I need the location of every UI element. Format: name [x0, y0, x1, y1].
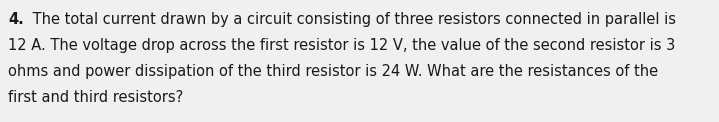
Text: The total current drawn by a circuit consisting of three resistors connected in : The total current drawn by a circuit con… — [28, 12, 677, 27]
Text: ohms and power dissipation of the third resistor is 24 W. What are the resistanc: ohms and power dissipation of the third … — [8, 64, 658, 79]
Text: 12 A. The voltage drop across the first resistor is 12 V, the value of the secon: 12 A. The voltage drop across the first … — [8, 38, 675, 53]
Text: first and third resistors?: first and third resistors? — [8, 90, 183, 105]
Text: 4.: 4. — [8, 12, 24, 27]
